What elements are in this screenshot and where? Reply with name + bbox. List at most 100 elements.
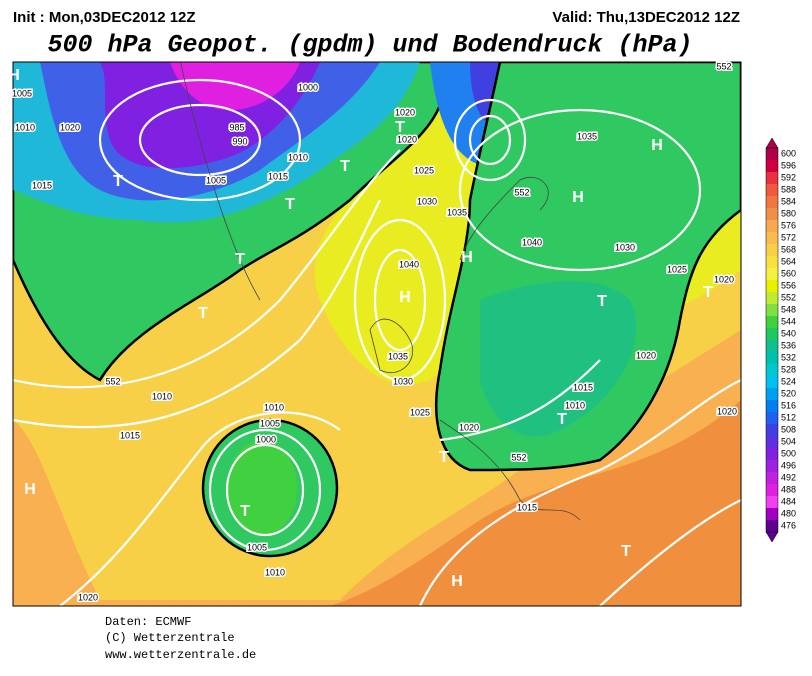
high: H — [399, 289, 411, 306]
colorbar-swatch — [766, 448, 778, 460]
coastlines — [180, 62, 581, 521]
colorbar-swatch — [766, 376, 778, 388]
low: T — [439, 449, 449, 466]
colorbar-label: 496 — [781, 460, 796, 470]
colorbar-label: 504 — [781, 436, 796, 446]
isobar-label: 1010 — [152, 391, 172, 401]
map-title: 500 hPa Geopot. (gpdm) und Bodendruck (h… — [47, 31, 692, 60]
isobar-label: 1015 — [517, 502, 537, 512]
isobar-label: 1020 — [78, 592, 98, 602]
isobar-label: 1040 — [522, 237, 542, 247]
isobar-label: 1000 — [256, 434, 276, 444]
contour-label: 552 — [514, 187, 529, 197]
colorbar-label: 492 — [781, 472, 796, 482]
contour-label: 552 — [716, 61, 731, 71]
isobar-label: 990 — [232, 136, 247, 146]
colorbar-label: 592 — [781, 172, 796, 182]
isobar-label: 1030 — [616, 242, 636, 252]
colorbar-label: 576 — [781, 220, 796, 230]
contour-label: 552 — [105, 376, 120, 386]
colorbar-swatch — [766, 232, 778, 244]
isobar-label: 1015 — [32, 180, 52, 190]
isobar-label: 1020 — [459, 422, 479, 432]
colorbar-swatch — [766, 328, 778, 340]
isobar-label: 1035 — [447, 207, 467, 217]
colorbar-label: 512 — [781, 412, 796, 422]
isobar-label: 1000 — [298, 82, 318, 92]
isobar-label: 995 — [229, 122, 244, 132]
isobar-label: 985 — [229, 122, 244, 132]
isobar-label: 1030 — [615, 242, 635, 252]
colorbar-swatch — [766, 340, 778, 352]
colorbar-label: 476 — [781, 520, 796, 530]
valid-time: Valid: Thu,13DEC2012 12Z — [552, 9, 740, 26]
footer-copyright: (C) Wetterzentrale — [105, 631, 235, 645]
colorbar-end — [765, 137, 779, 149]
colorbar-label: 528 — [781, 364, 796, 374]
low: T — [557, 411, 567, 428]
colorbar-swatch — [766, 412, 778, 424]
isobar-label: 1030 — [417, 196, 437, 206]
isobars — [13, 78, 741, 606]
high: H — [461, 249, 473, 266]
isobar-label: 1035 — [388, 351, 408, 361]
colorbar-swatch — [766, 364, 778, 376]
isobar-label: 1010 — [288, 152, 308, 162]
isobar-label: 1020 — [714, 274, 734, 284]
colorbar-swatch — [766, 388, 778, 400]
low: T — [395, 119, 405, 136]
colorbar-label: 552 — [781, 292, 796, 302]
colorbar-swatch — [766, 496, 778, 508]
high: H — [572, 189, 584, 206]
isobar-label: 1030 — [393, 376, 413, 386]
colorbar-label: 568 — [781, 244, 796, 254]
isobar-label: 1020 — [636, 350, 656, 360]
colorbar-swatch — [766, 316, 778, 328]
colorbar-label: 540 — [781, 328, 796, 338]
colorbar-swatch — [766, 244, 778, 256]
colorbar-frame — [765, 147, 779, 533]
isobar-label: 1010 — [565, 400, 585, 410]
colorbar-swatch — [766, 160, 778, 172]
colorbar-swatch — [766, 280, 778, 292]
colorbar-label: 480 — [781, 508, 796, 518]
colorbar-swatch — [766, 196, 778, 208]
low: T — [113, 173, 123, 190]
isobar-label: 1020 — [397, 134, 417, 144]
colorbar-label: 560 — [781, 268, 796, 278]
colorbar-swatch — [766, 436, 778, 448]
colorbar-swatch — [766, 184, 778, 196]
isobar-label: 1010 — [264, 402, 284, 412]
colorbar: 600 596 592 588 584 580 576 572 568 564 560 556 552 5… — [765, 137, 796, 543]
low: T — [703, 284, 713, 301]
isobar-label: 1035 — [577, 131, 597, 141]
colorbar-label: 564 — [781, 256, 796, 266]
colorbar-swatch — [766, 172, 778, 184]
colorbar-label: 556 — [781, 280, 796, 290]
colorbar-swatch — [766, 460, 778, 472]
colorbar-swatch — [766, 508, 778, 520]
footer-source: Daten: ECMWF — [105, 615, 191, 629]
colorbar-swatch — [766, 304, 778, 316]
colorbar-label: 572 — [781, 232, 796, 242]
low: T — [285, 196, 295, 213]
map-frame — [12, 61, 742, 607]
isobar-label: 1015 — [268, 171, 288, 181]
low: T — [198, 305, 208, 322]
colorbar-swatch — [766, 292, 778, 304]
high: H — [451, 573, 463, 590]
colorbar-swatch — [766, 268, 778, 280]
colorbar-end — [765, 531, 779, 543]
colorbar-label: 584 — [781, 196, 796, 206]
init-time: Init : Mon,03DEC2012 12Z — [13, 9, 196, 26]
contour-label: 552 — [511, 452, 526, 462]
colorbar-swatch — [766, 400, 778, 412]
isobar-label: 1025 — [414, 165, 434, 175]
colorbar-label: 524 — [781, 376, 796, 386]
high: H — [24, 481, 36, 498]
colorbar-label: 596 — [781, 160, 796, 170]
colorbar-swatch — [766, 352, 778, 364]
isobar-label: 1020 — [395, 107, 415, 117]
isobar-label: 1020 — [717, 406, 737, 416]
